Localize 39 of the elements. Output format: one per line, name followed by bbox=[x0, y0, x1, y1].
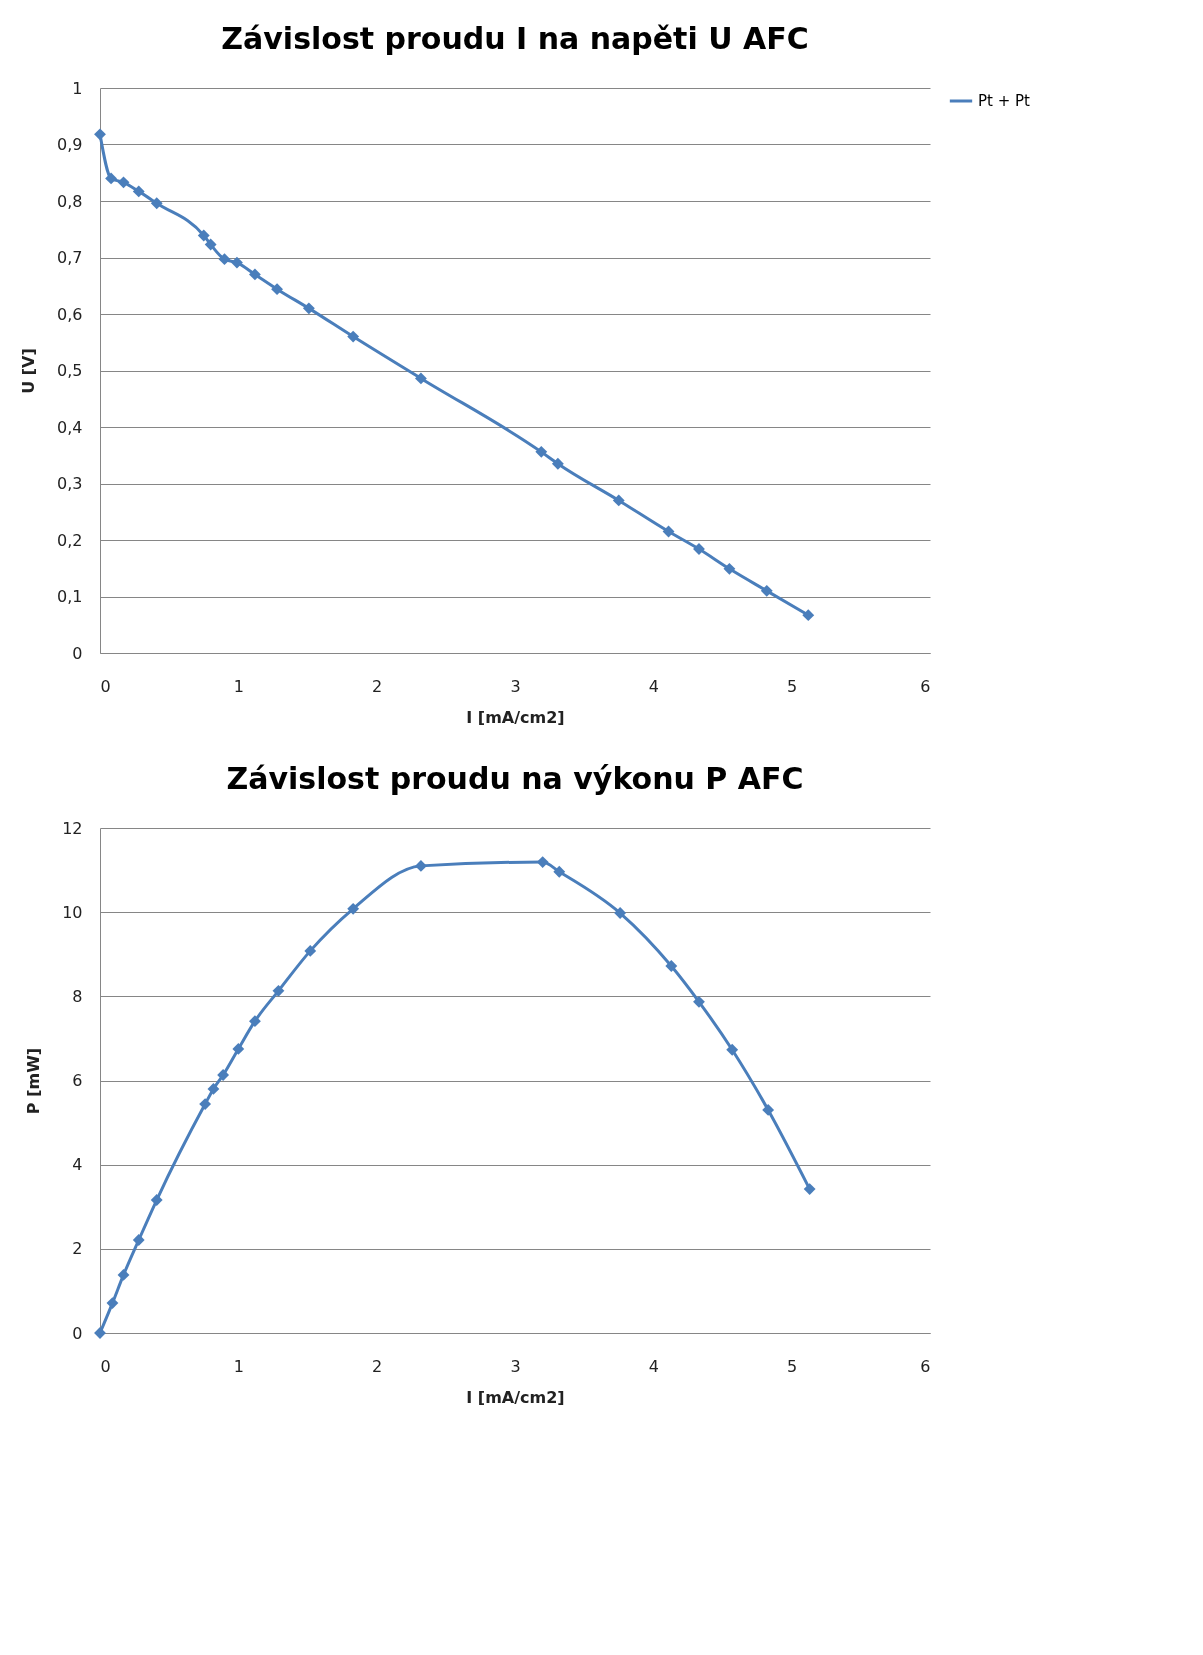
y-tick-label: 0,6 bbox=[57, 304, 83, 324]
x-tick-label: 2 bbox=[372, 676, 383, 696]
legend-label: Pt + Pt bbox=[978, 92, 1031, 110]
y-tick-label: 1 bbox=[72, 78, 83, 98]
x-tick-label: 3 bbox=[510, 676, 521, 696]
x-tick-label: 4 bbox=[648, 676, 659, 696]
x-tick-label: 1 bbox=[233, 1356, 244, 1376]
x-tick-label: 0 bbox=[100, 676, 111, 696]
y-tick-label: 4 bbox=[72, 1155, 83, 1175]
x-tick-label: 5 bbox=[787, 676, 798, 696]
y-tick-label: 0,3 bbox=[57, 474, 83, 493]
y-tick-label: 0 bbox=[72, 643, 83, 663]
x-tick-label: 0 bbox=[100, 1356, 111, 1376]
y-tick-label: 0,1 bbox=[57, 587, 83, 606]
chart-title: Závislost proudu na výkonu P AFC bbox=[226, 761, 804, 796]
y-tick-label: 0,2 bbox=[57, 530, 83, 550]
x-tick-label: 3 bbox=[510, 1356, 521, 1376]
y-tick-label: 0,9 bbox=[57, 135, 83, 154]
y-tick-label: 0,5 bbox=[57, 361, 83, 380]
x-axis-title: I [mA/cm2] bbox=[466, 707, 565, 727]
y-tick-label: 10 bbox=[62, 902, 83, 922]
x-tick-label: 6 bbox=[920, 676, 931, 696]
y-tick-label: 0 bbox=[72, 1323, 83, 1343]
x-tick-label: 5 bbox=[787, 1356, 798, 1376]
y-tick-label: 0,7 bbox=[57, 248, 83, 267]
y-tick-label: 2 bbox=[72, 1239, 83, 1259]
chart-title: Závislost proudu I na napěti U AFC bbox=[221, 21, 809, 56]
x-tick-label: 4 bbox=[648, 1356, 659, 1376]
x-tick-label: 6 bbox=[920, 1356, 931, 1376]
y-tick-label: 0,4 bbox=[57, 417, 83, 437]
y-axis-title: U [V] bbox=[19, 348, 39, 394]
y-tick-label: 12 bbox=[62, 818, 83, 838]
x-axis-title: I [mA/cm2] bbox=[466, 1387, 565, 1407]
y-axis-title: P [mW] bbox=[24, 1047, 44, 1115]
y-tick-label: 8 bbox=[72, 986, 83, 1006]
y-tick-label: 0,8 bbox=[57, 191, 83, 211]
y-tick-label: 6 bbox=[72, 1071, 83, 1090]
x-tick-label: 1 bbox=[233, 676, 244, 696]
x-tick-label: 2 bbox=[372, 1356, 383, 1376]
